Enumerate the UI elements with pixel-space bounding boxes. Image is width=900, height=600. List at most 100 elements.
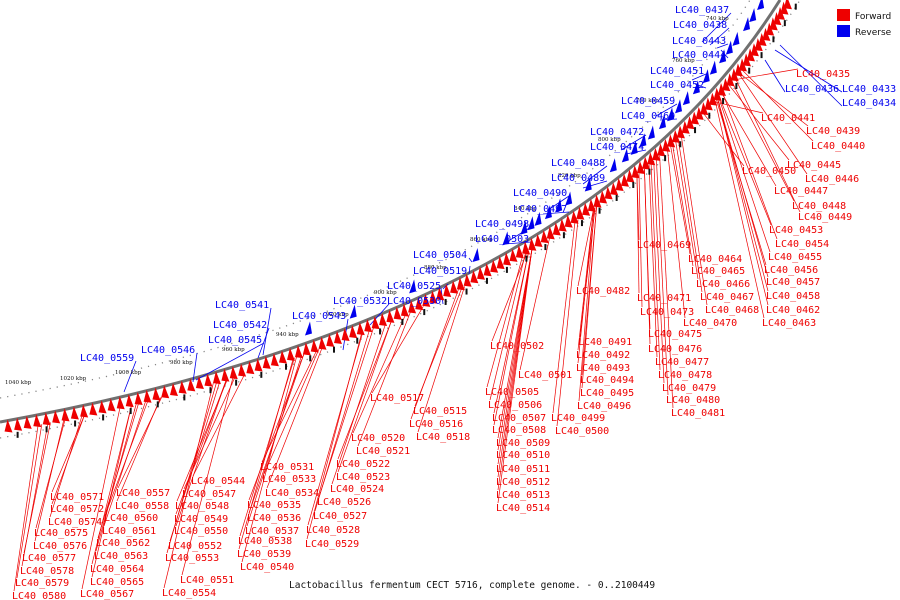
forward-gene-mark	[626, 169, 635, 183]
forward-gene-mark	[662, 138, 671, 152]
forward-gene-mark	[709, 92, 718, 106]
forward-gene-label: LC40_0492	[576, 350, 630, 361]
tick-label: 920 kbp	[326, 312, 349, 318]
forward-leader-line	[238, 357, 294, 550]
forward-leader-line	[717, 98, 769, 292]
forward-gene-label: LC40_0520	[351, 433, 405, 444]
forward-leader-line	[519, 238, 550, 371]
forward-gene-mark	[593, 194, 602, 208]
reverse-leader-line	[509, 226, 532, 241]
forward-gene-label: LC40_0493	[576, 363, 630, 374]
forward-gene-mark	[310, 339, 319, 353]
reverse-gene-mark	[692, 80, 700, 95]
forward-gene-label: LC40_0562	[96, 538, 150, 549]
forward-gene-mark	[415, 297, 424, 311]
forward-gene-mark	[667, 134, 676, 148]
forward-gene-label: LC40_0537	[245, 526, 299, 537]
reverse-gene-mark	[732, 31, 740, 46]
forward-gene-mark	[349, 325, 358, 339]
forward-gene-mark	[582, 202, 591, 216]
forward-gene-mark	[754, 38, 763, 52]
legend-reverse-label: Reverse	[855, 28, 892, 38]
feature-mark	[632, 181, 635, 188]
forward-leader-line	[21, 422, 49, 567]
tick-label: 840 kbp	[514, 206, 537, 212]
reverse-gene-label: LC40_0543	[292, 311, 346, 322]
reverse-gene-label: LC40_0532	[333, 296, 387, 307]
forward-gene-label: LC40_0514	[496, 503, 550, 514]
forward-leader-line	[497, 248, 533, 504]
forward-gene-label: LC40_0448	[792, 201, 846, 212]
forward-leader-line	[314, 329, 370, 512]
reverse-gene-mark	[725, 40, 733, 55]
forward-gene-label: LC40_0496	[577, 401, 631, 412]
forward-leader-line	[578, 207, 595, 402]
reverse-gene-label: LC40_0503	[475, 234, 529, 245]
reverse-leader-line	[620, 134, 647, 151]
forward-gene-label: LC40_0550	[174, 526, 228, 537]
forward-gene-label: LC40_0476	[648, 344, 702, 355]
forward-leader-line	[636, 175, 640, 294]
forward-leader-line	[721, 93, 777, 187]
forward-gene-mark	[278, 350, 287, 364]
forward-gene-mark	[636, 160, 645, 174]
forward-gene-label: LC40_0499	[551, 413, 605, 424]
reverse-gene-label: LC40_0546	[141, 345, 195, 356]
feature-mark	[183, 394, 186, 401]
forward-gene-label: LC40_0453	[769, 225, 823, 236]
forward-gene-mark	[246, 361, 255, 375]
reverse-gene-mark	[349, 304, 357, 319]
forward-gene-label: LC40_0458	[766, 291, 820, 302]
reverse-gene-label: LC40_0436	[785, 84, 839, 95]
forward-gene-mark	[515, 245, 524, 259]
reverse-leader-line	[655, 103, 678, 117]
forward-gene-label: LC40_0480	[666, 395, 720, 406]
forward-leader-line	[731, 82, 795, 202]
feature-mark	[401, 318, 404, 325]
forward-gene-mark	[178, 380, 187, 394]
forward-gene-label: LC40_0526	[317, 497, 371, 508]
forward-gene-label: LC40_0536	[247, 513, 301, 524]
forward-gene-label: LC40_0544	[191, 476, 245, 487]
forward-gene-mark	[98, 400, 107, 414]
forward-gene-label: LC40_0576	[33, 541, 87, 552]
legend-forward-label: Forward	[855, 12, 891, 22]
forward-leader-line	[729, 85, 790, 161]
forward-gene-label: LC40_0575	[34, 528, 88, 539]
tick-label: 960 kbp	[222, 347, 245, 353]
reverse-leader-line	[369, 303, 390, 326]
forward-gene-mark	[681, 120, 690, 134]
forward-leader-line	[337, 320, 392, 460]
forward-gene-mark	[509, 248, 518, 262]
forward-gene-label: LC40_0508	[492, 425, 546, 436]
reverse-leader-line	[709, 27, 730, 46]
reverse-gene-label: LC40_0490	[513, 188, 567, 199]
feature-mark	[235, 379, 238, 386]
forward-leader-line	[577, 208, 595, 287]
forward-gene-mark	[221, 368, 230, 382]
forward-gene-label: LC40_0552	[168, 541, 222, 552]
reverse-gene-mark	[621, 148, 629, 163]
forward-gene-mark	[371, 316, 380, 330]
reverse-gene-mark	[757, 0, 765, 11]
forward-leader-line	[337, 320, 392, 473]
forward-gene-mark	[496, 256, 505, 270]
forward-gene-label: LC40_0481	[671, 408, 725, 419]
forward-gene-label: LC40_0441	[761, 113, 815, 124]
feature-mark	[525, 255, 528, 262]
reverse-leader-line	[764, 59, 786, 93]
forward-gene-mark	[528, 237, 537, 251]
tick-label: 940 kbp	[276, 332, 299, 338]
forward-gene-label: LC40_0538	[238, 536, 292, 547]
forward-gene-mark	[631, 165, 640, 179]
reverse-gene-mark	[682, 91, 690, 106]
forward-leader-line	[491, 251, 528, 342]
forward-gene-mark	[604, 186, 613, 200]
reverse-gene-mark	[702, 69, 710, 84]
forward-leader-line	[742, 69, 814, 142]
forward-leader-line	[357, 312, 411, 447]
forward-gene-mark	[738, 58, 747, 72]
forward-gene-label: LC40_0505	[485, 387, 539, 398]
feature-mark	[209, 387, 212, 394]
forward-gene-mark	[229, 366, 238, 380]
